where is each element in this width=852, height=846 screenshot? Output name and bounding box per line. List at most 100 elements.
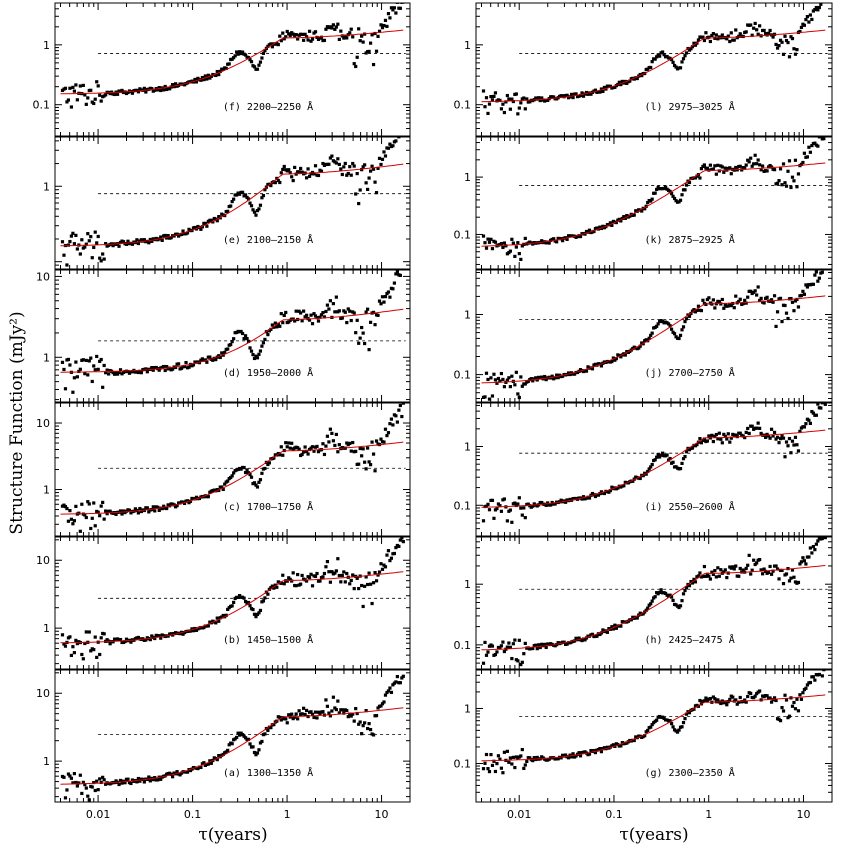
data-point — [296, 717, 300, 721]
data-point — [734, 28, 738, 32]
data-point — [574, 92, 578, 96]
data-point — [714, 172, 718, 176]
data-point — [278, 715, 282, 719]
data-point — [707, 35, 711, 39]
data-point — [214, 73, 218, 78]
data-point — [99, 504, 103, 508]
data-point — [534, 643, 538, 647]
data-point — [492, 94, 496, 99]
data-point — [385, 24, 389, 29]
data-point — [680, 461, 684, 466]
data-point — [823, 403, 827, 406]
data-point — [628, 214, 632, 218]
data-point — [163, 84, 167, 89]
data-point — [777, 441, 781, 445]
data-point — [84, 358, 88, 363]
data-point — [361, 331, 365, 335]
data-point — [495, 506, 499, 511]
data-point — [388, 295, 392, 299]
data-point — [324, 309, 328, 314]
plot-frame — [54, 2, 411, 137]
panel-label: (c) 1700–1750 Å — [223, 500, 313, 513]
data-point — [181, 632, 185, 636]
data-point — [93, 368, 97, 372]
data-point — [349, 318, 353, 323]
y-tick-label: 1 — [464, 441, 471, 454]
y-tick-label: 1 — [43, 755, 50, 768]
data-point — [687, 180, 692, 185]
data-point — [118, 637, 123, 642]
data-point — [702, 163, 707, 167]
data-point — [587, 752, 592, 756]
data-point — [689, 47, 693, 51]
data-point — [249, 60, 254, 64]
data-point — [193, 77, 197, 82]
data-point — [737, 34, 741, 38]
data-point — [795, 48, 799, 52]
data-point — [357, 341, 361, 345]
data-point — [296, 572, 300, 577]
data-point — [658, 54, 662, 58]
data-point — [297, 709, 301, 713]
data-point — [96, 788, 100, 792]
data-point — [312, 449, 316, 453]
data-point — [248, 472, 252, 477]
data-point — [804, 422, 808, 426]
data-point — [641, 474, 645, 478]
data-point — [331, 695, 335, 699]
data-point — [238, 594, 242, 598]
data-point — [619, 744, 623, 748]
data-point — [780, 434, 784, 438]
data-point — [783, 34, 787, 38]
data-point — [162, 364, 166, 369]
data-point — [95, 655, 99, 659]
data-point — [677, 728, 681, 732]
data-point — [496, 376, 501, 381]
data-point — [738, 431, 742, 435]
data-point — [303, 712, 307, 717]
data-point — [720, 699, 724, 703]
data-point — [750, 424, 754, 428]
data-point — [516, 112, 520, 116]
data-point — [148, 237, 152, 242]
data-point — [569, 755, 574, 759]
data-point — [625, 81, 629, 85]
data-point — [777, 44, 781, 48]
data-point — [683, 454, 687, 459]
data-point — [649, 465, 653, 469]
data-point — [287, 168, 291, 172]
data-point — [675, 730, 680, 734]
data-point — [620, 79, 624, 84]
data-point — [774, 42, 778, 47]
data-point — [386, 12, 391, 16]
data-point — [333, 310, 337, 314]
y-tick-label: 0.1 — [454, 499, 472, 512]
data-point — [83, 372, 87, 376]
data-point — [798, 562, 802, 566]
data-point — [380, 26, 385, 30]
data-point — [72, 89, 76, 93]
data-point — [808, 680, 812, 685]
x-tick-label: 0.01 — [86, 808, 111, 821]
data-point — [799, 697, 804, 701]
data-point — [810, 143, 814, 148]
data-point — [136, 241, 140, 246]
data-point — [208, 76, 212, 80]
data-point — [777, 577, 781, 581]
data-point — [807, 418, 811, 422]
data-point — [728, 697, 732, 702]
data-point — [810, 17, 814, 22]
data-points — [481, 403, 827, 524]
data-point — [138, 506, 142, 511]
data-point — [242, 465, 246, 470]
data-point — [288, 171, 292, 175]
data-point — [102, 632, 106, 636]
data-point — [516, 502, 520, 506]
data-point — [358, 188, 362, 192]
data-point — [246, 471, 251, 475]
data-point — [111, 244, 115, 248]
data-point — [481, 234, 486, 238]
data-point — [747, 553, 751, 557]
data-point — [255, 485, 260, 489]
data-point — [780, 705, 784, 710]
